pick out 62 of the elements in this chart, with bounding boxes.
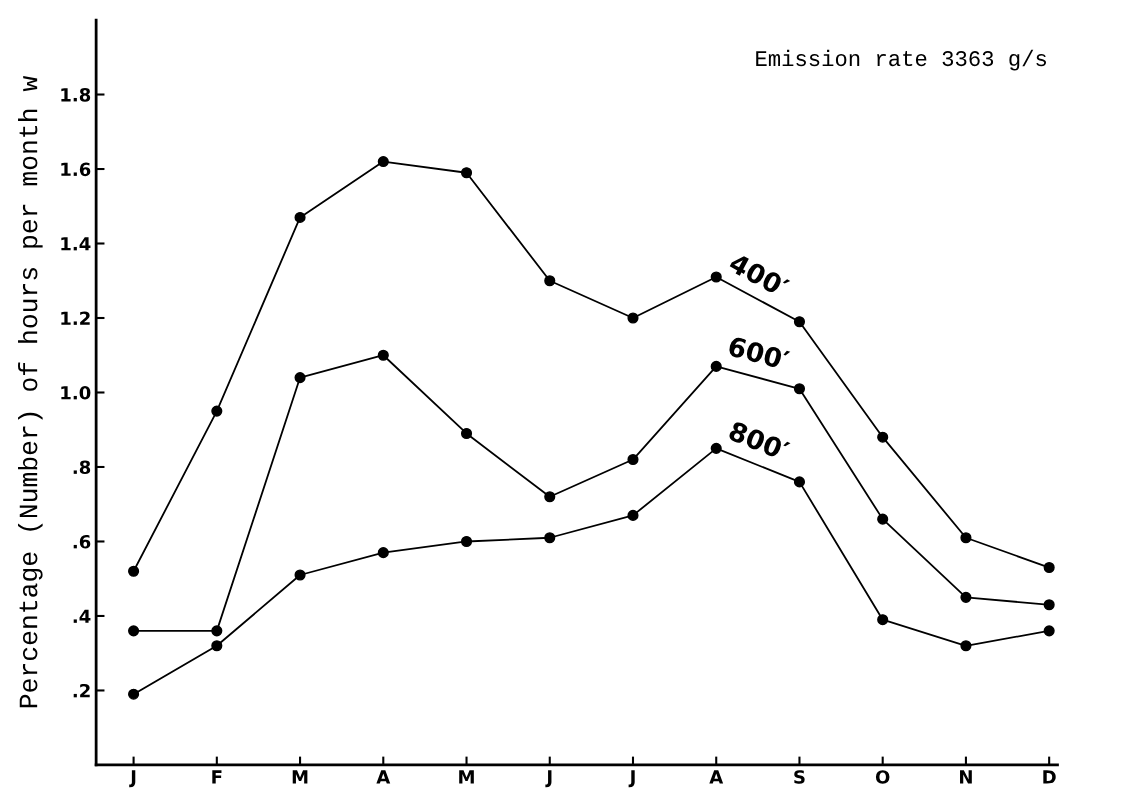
point — [460, 535, 473, 548]
point — [793, 316, 806, 328]
point — [1043, 561, 1055, 574]
point — [960, 640, 972, 652]
y-axis-title: Percentage (Number) of hours per month w — [18, 76, 43, 708]
point — [211, 640, 223, 652]
y-tick-label: .6 — [73, 534, 91, 549]
y-tick-label: 1.2 — [61, 311, 90, 325]
point — [294, 372, 306, 384]
point — [793, 476, 806, 488]
text: 800′ — [727, 420, 791, 462]
annotation: Emission rate 3363 g/s — [756, 49, 1047, 71]
point — [294, 211, 306, 223]
point — [544, 491, 556, 503]
point — [544, 532, 556, 544]
point — [294, 569, 306, 581]
x-tick-label: D — [1043, 770, 1056, 784]
x-tick-label: M — [292, 770, 308, 784]
point — [377, 156, 389, 168]
x-tick-label: F — [212, 770, 222, 784]
x-tick-label: M — [459, 770, 474, 784]
y-tick-label: 1.4 — [61, 237, 91, 251]
point — [877, 513, 889, 525]
y-tick-label: 1.0 — [61, 385, 91, 400]
point — [627, 312, 639, 324]
point — [377, 349, 389, 361]
point — [460, 427, 473, 440]
point — [1043, 625, 1055, 637]
point — [128, 688, 140, 700]
point — [377, 547, 389, 559]
point — [710, 360, 722, 372]
point — [211, 405, 223, 417]
point — [128, 625, 140, 637]
point — [960, 532, 972, 544]
x-tick-label: A — [709, 770, 724, 784]
x-tick-label: N — [960, 770, 972, 784]
x-tick-label: A — [376, 770, 391, 784]
x-tick-label: O — [875, 770, 890, 784]
point — [128, 565, 140, 577]
point — [460, 167, 473, 179]
point — [793, 383, 806, 395]
y-tick-label: 1.6 — [61, 162, 91, 177]
point — [627, 509, 639, 521]
x-tick-label: J — [545, 770, 552, 788]
point — [710, 442, 722, 454]
point — [710, 271, 722, 283]
point — [544, 275, 556, 287]
y-tick-label: .8 — [73, 460, 91, 475]
point — [877, 614, 889, 626]
point — [627, 453, 639, 466]
text: 600′ — [727, 335, 791, 371]
x-tick-label: S — [794, 770, 805, 784]
point — [211, 625, 223, 637]
x-tick-label: J — [129, 770, 136, 788]
point — [960, 591, 972, 603]
text: 400′ — [727, 252, 791, 299]
point — [1043, 599, 1055, 611]
x-tick-label: J — [628, 770, 635, 788]
y-tick-label: .4 — [73, 609, 91, 623]
y-tick-label: .2 — [73, 683, 90, 698]
point — [877, 431, 889, 443]
y-tick-label: 1.8 — [61, 87, 91, 102]
